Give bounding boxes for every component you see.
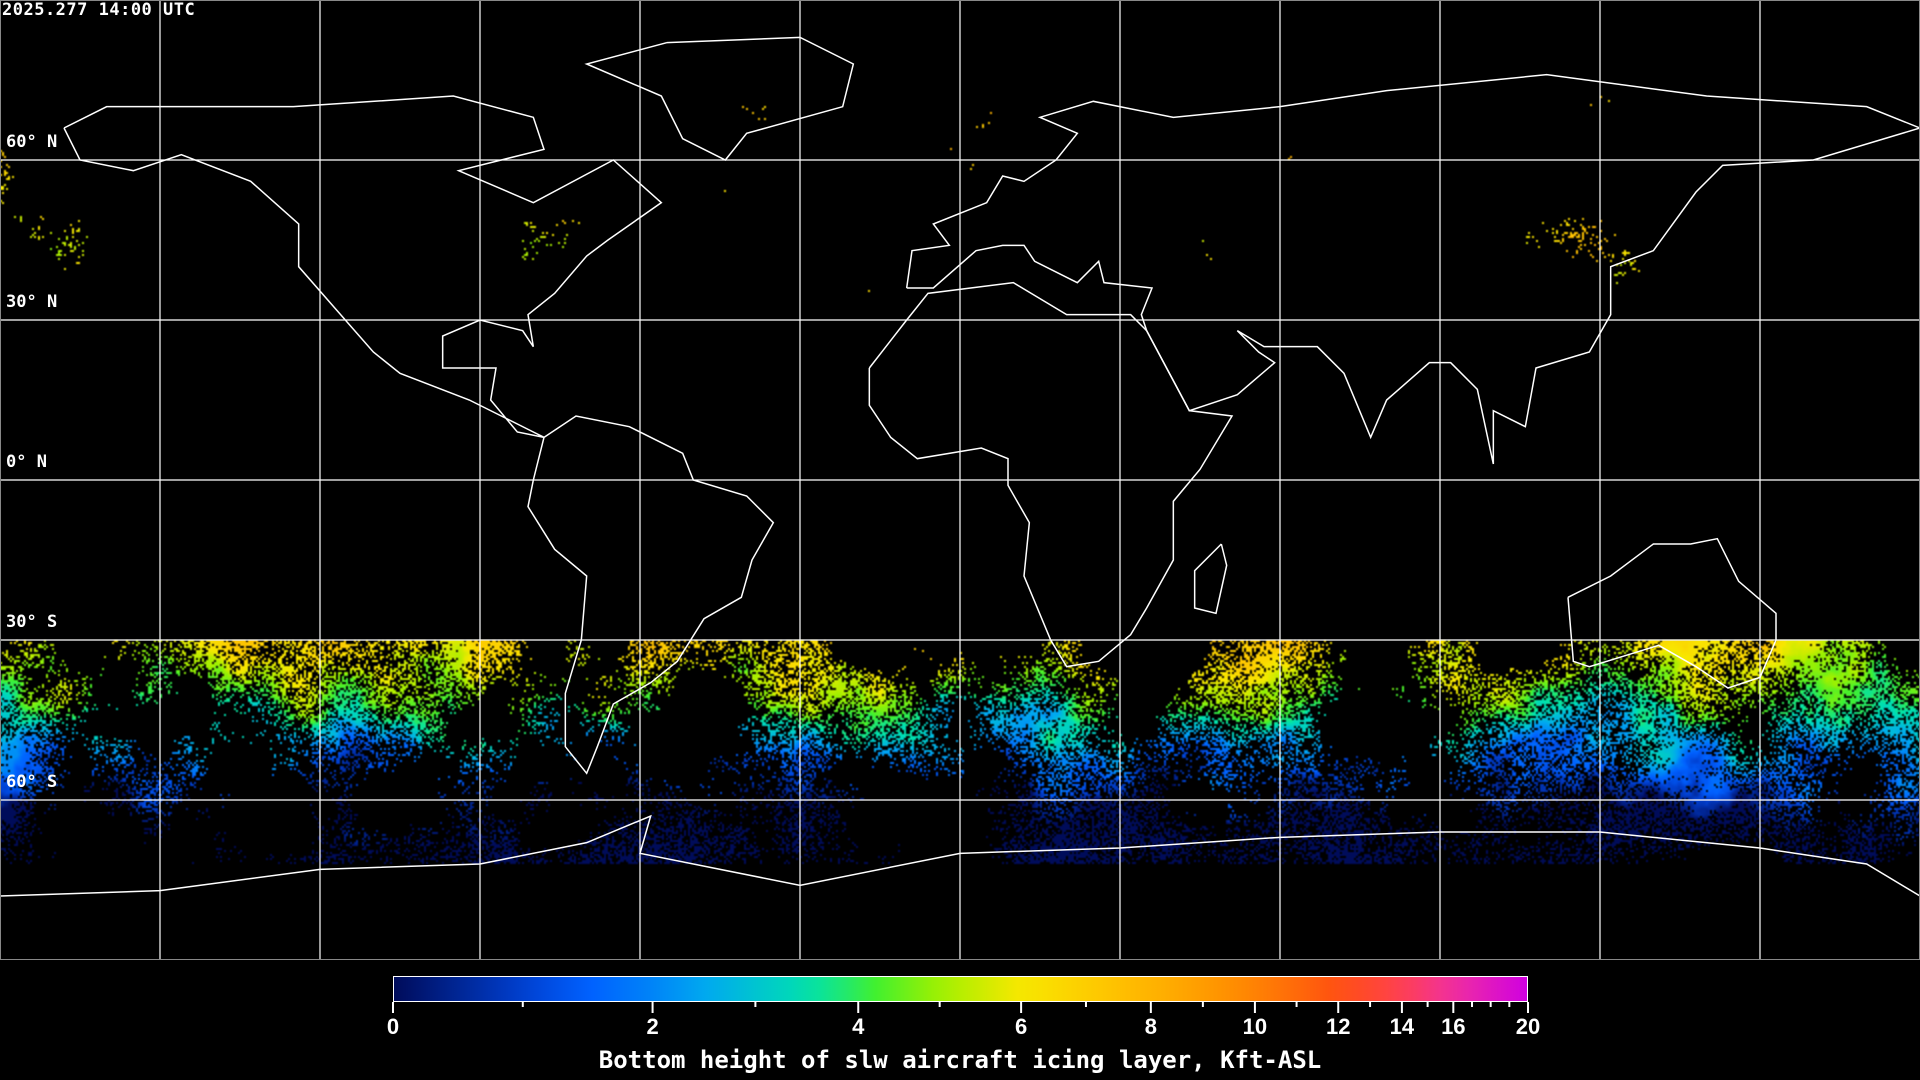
coastline-eurasia bbox=[905, 73, 1920, 465]
coastline-antarctica bbox=[0, 814, 1920, 897]
coastline-north-america bbox=[63, 95, 663, 439]
colorbar-tick-label: 12 bbox=[1325, 1014, 1351, 1039]
lat-label-30n: 30° N bbox=[6, 292, 58, 312]
colorbar-tick-label: 4 bbox=[852, 1014, 865, 1039]
colorbar-tick-label: 2 bbox=[646, 1014, 659, 1039]
colorbar-ticks bbox=[392, 1002, 1529, 1013]
timestamp-title: 2025.277 14:00 UTC bbox=[2, 0, 196, 20]
colorbar-tick-label: 6 bbox=[1014, 1014, 1028, 1039]
colorbar-tick-label: 14 bbox=[1389, 1014, 1415, 1039]
coastline-africa bbox=[868, 281, 1234, 668]
coastline-greenland bbox=[584, 36, 855, 161]
lat-label-30s: 30° S bbox=[6, 612, 58, 632]
colorbar bbox=[393, 976, 1528, 1002]
colorbar-title: Bottom height of slw aircraft icing laye… bbox=[598, 1046, 1322, 1074]
colorbar-tick-label: 0 bbox=[386, 1014, 400, 1039]
map-overlay bbox=[0, 0, 1920, 960]
lat-label-60s: 60° S bbox=[6, 772, 58, 792]
colorbar-tick-label: 20 bbox=[1515, 1014, 1541, 1039]
coastline-south-america bbox=[527, 415, 775, 775]
lat-label-60n: 60° N bbox=[6, 132, 58, 152]
colorbar-tick-label: 8 bbox=[1144, 1014, 1157, 1039]
coastline-madagascar bbox=[1193, 543, 1228, 615]
colorbar-tick-label: 16 bbox=[1441, 1014, 1466, 1039]
coastline-australia bbox=[1567, 537, 1777, 689]
colorbar-tick-label: 10 bbox=[1242, 1014, 1268, 1039]
lat-label-0n: 0° N bbox=[6, 452, 47, 472]
